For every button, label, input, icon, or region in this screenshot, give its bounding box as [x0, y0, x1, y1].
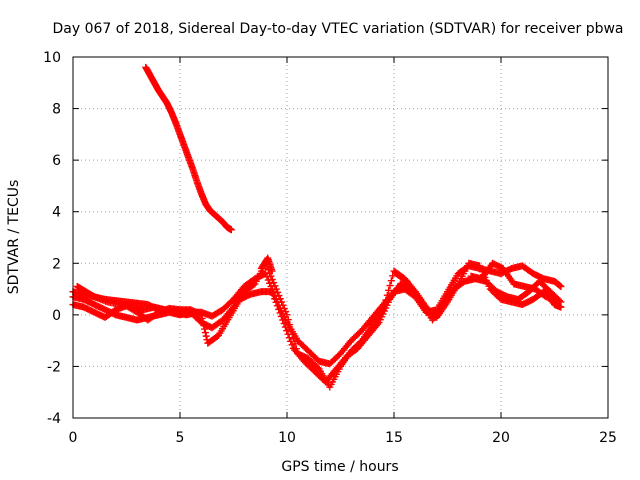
data-point [278, 298, 286, 306]
x-tick-label: 15 [385, 430, 403, 446]
data-point [201, 329, 209, 337]
x-tick-label: 20 [492, 430, 510, 446]
data-point [286, 321, 294, 329]
data-point [228, 305, 236, 313]
data-point [553, 295, 561, 303]
data-point [193, 308, 201, 316]
data-point [282, 308, 290, 316]
x-axis-label: GPS time / hours [281, 459, 398, 475]
y-tick-label: 10 [43, 50, 61, 66]
data-point [383, 291, 391, 299]
data-point [381, 301, 389, 309]
data-point [385, 286, 393, 294]
data-point [197, 311, 205, 319]
data-point [557, 303, 565, 311]
data-point [285, 334, 293, 342]
data-point [314, 364, 322, 372]
data-point [250, 281, 258, 289]
y-tick-label: -2 [47, 359, 61, 375]
axis-ticks: 0 5 10 15 20 25 -4 -2 0 2 4 6 8 10 [43, 50, 617, 446]
data-point [280, 304, 288, 312]
data-point [275, 292, 283, 300]
data-point [557, 282, 565, 290]
data-point [279, 301, 287, 309]
series-track-d [73, 254, 561, 319]
data-series [69, 63, 565, 391]
data-point [268, 267, 276, 275]
y-tick-label: -4 [47, 411, 61, 427]
y-tick-label: 6 [52, 153, 61, 169]
grid [73, 57, 608, 418]
data-point [287, 325, 295, 333]
data-point [276, 309, 284, 317]
x-tick-label: 25 [599, 430, 617, 446]
y-tick-label: 2 [52, 256, 61, 272]
series-high-segment [142, 63, 235, 234]
chart-title: Day 067 of 2018, Sidereal Day-to-day VTE… [52, 21, 623, 37]
y-tick-label: 8 [52, 102, 61, 118]
data-point [403, 277, 411, 285]
data-point [274, 288, 282, 296]
data-point [386, 282, 394, 290]
data-point [227, 226, 235, 234]
data-point [268, 275, 276, 283]
data-point [283, 311, 291, 319]
data-point [272, 285, 280, 293]
data-point [275, 305, 283, 313]
data-point [267, 272, 275, 280]
data-point [382, 296, 390, 304]
data-point [270, 279, 278, 287]
data-point [276, 295, 284, 303]
data-point [290, 335, 298, 343]
data-point [277, 312, 285, 320]
y-tick-label: 4 [52, 205, 61, 221]
data-point [402, 276, 410, 284]
data-point [291, 340, 299, 348]
y-axis-label: SDTVAR / TECUs [6, 180, 22, 295]
x-tick-label: 0 [69, 430, 78, 446]
data-point [280, 320, 288, 328]
data-point [410, 286, 418, 294]
data-point [281, 323, 289, 331]
data-point [387, 277, 395, 285]
y-tick-label: 0 [52, 308, 61, 324]
data-point [271, 282, 279, 290]
series-track-c [69, 259, 565, 391]
x-tick-label: 10 [278, 430, 296, 446]
plot-frame [72, 56, 609, 419]
data-point [283, 327, 291, 335]
data-point [284, 316, 292, 324]
data-point [379, 306, 387, 314]
data-point [202, 332, 210, 340]
data-point [288, 330, 296, 338]
data-point [292, 345, 300, 353]
x-tick-label: 5 [176, 430, 185, 446]
